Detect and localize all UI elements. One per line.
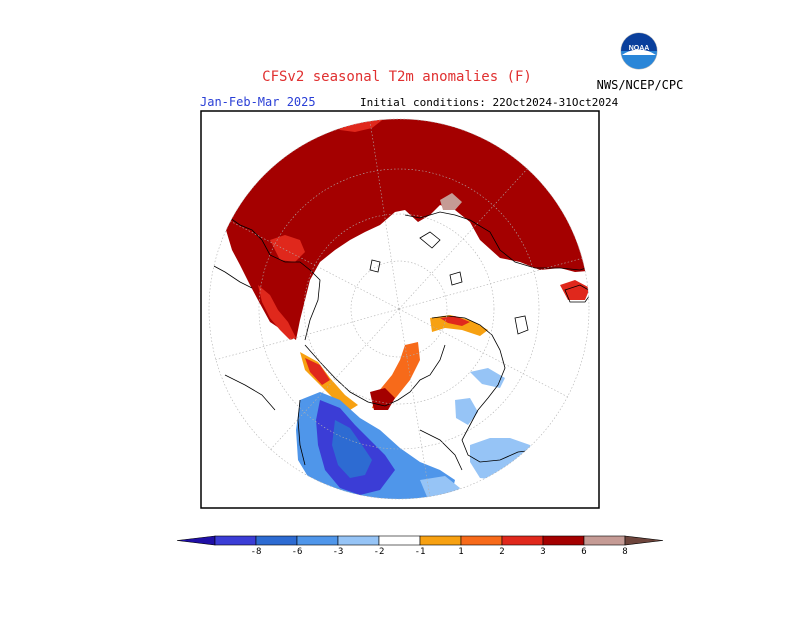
legend-tick-label: -2 <box>374 547 385 557</box>
legend-tick-label: -8 <box>251 547 262 557</box>
legend-tick-label: 1 <box>458 547 463 557</box>
alaska-coast-red <box>305 358 330 385</box>
legend-swatch <box>460 535 503 546</box>
legend-swatch <box>337 535 380 546</box>
legend-swatch <box>296 535 339 546</box>
greenland-coast-red <box>440 316 470 326</box>
noaa-logo-text: NOAA <box>629 45 650 52</box>
legend-swatch <box>214 535 257 546</box>
cold-anomaly-greenland <box>470 368 505 388</box>
legend-tick-label: 2 <box>499 547 504 557</box>
cold-anomaly-hudson <box>455 398 478 425</box>
noaa-logo: NOAA <box>620 32 658 70</box>
warm-patch-west <box>258 285 296 340</box>
legend-tick-label: 8 <box>622 547 627 557</box>
legend-tick-label: -1 <box>415 547 426 557</box>
forecast-period: Jan-Feb-Mar 2025 <box>200 95 316 109</box>
graticule <box>208 118 590 500</box>
legend-swatch <box>255 535 298 546</box>
legend-colorbar: -8 -6 -3 -2 -1 1 2 3 6 8 <box>176 535 664 557</box>
legend-tick-label: -6 <box>292 547 303 557</box>
map-area <box>208 118 590 500</box>
legend-swatch <box>378 535 421 546</box>
warm-patch-tan <box>440 193 462 210</box>
legend-arrow-left <box>176 535 216 546</box>
legend-tick-label: 3 <box>540 547 545 557</box>
map-border <box>200 110 600 509</box>
legend-swatch <box>419 535 462 546</box>
legend-swatch <box>542 535 585 546</box>
legend-arrow-right <box>624 535 664 546</box>
initial-conditions: Initial conditions: 22Oct2024-31Oct2024 <box>360 96 619 109</box>
legend-tick-label: -3 <box>333 547 344 557</box>
warm-anomaly-region <box>209 119 589 340</box>
cold-anomaly-strong <box>332 420 372 478</box>
organization-label: NWS/NCEP/CPC <box>597 78 684 92</box>
legend-tick-label: 6 <box>581 547 586 557</box>
legend-swatch <box>501 535 544 546</box>
legend-swatch <box>583 535 626 546</box>
map-title: CFSv2 seasonal T2m anomalies (F) <box>262 69 532 85</box>
